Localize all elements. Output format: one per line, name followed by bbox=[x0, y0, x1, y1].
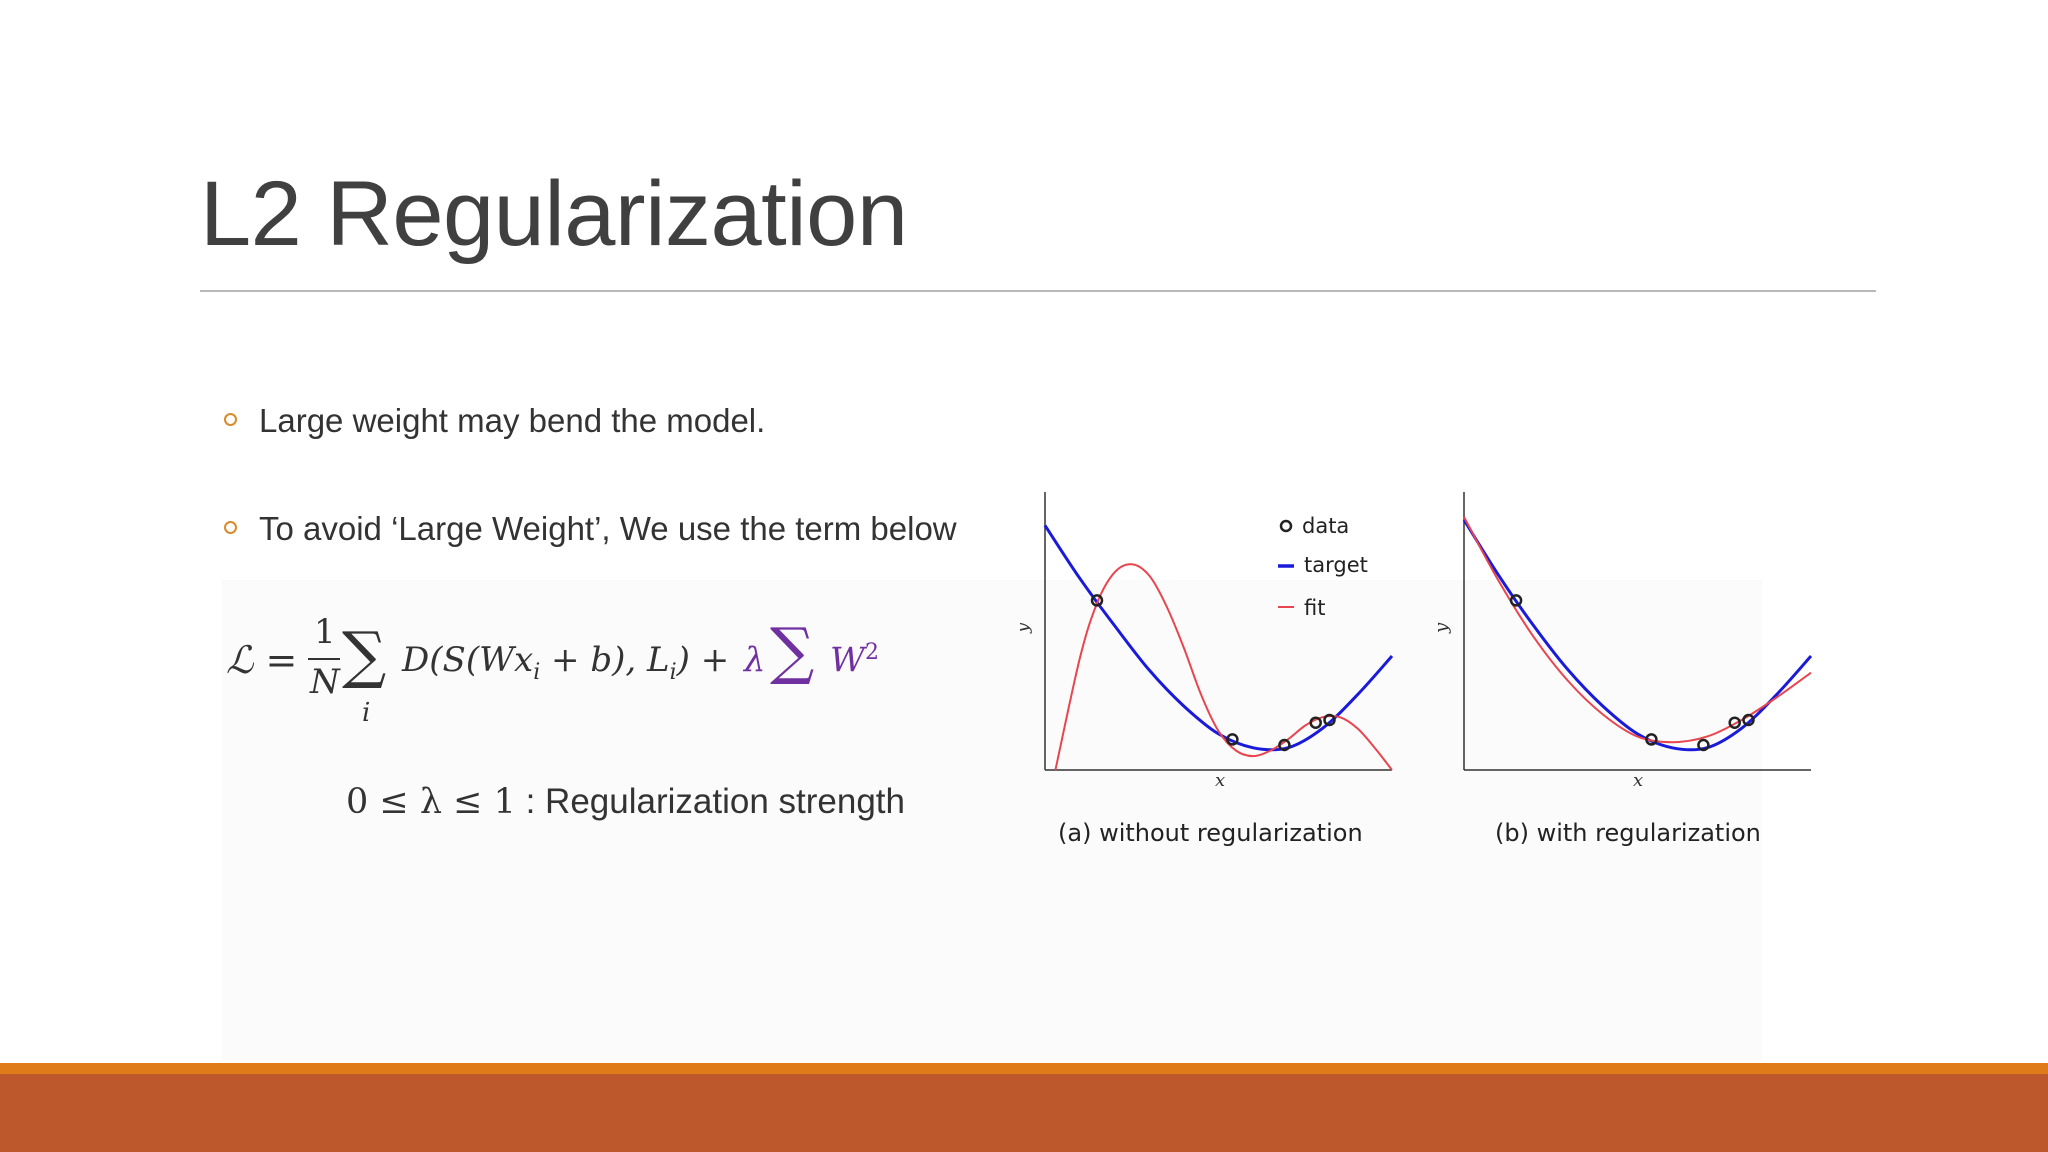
bullet-ring-icon bbox=[224, 520, 237, 534]
panel-b-data-point-1 bbox=[1509, 594, 1523, 607]
panel-b-data-point-4 bbox=[1728, 716, 1741, 729]
panel-b-caption: (b) with regularization bbox=[1495, 819, 1761, 847]
panel-b-data-point-5 bbox=[1742, 713, 1755, 727]
panel-b-fit-line bbox=[1463, 516, 1812, 744]
title-divider bbox=[200, 290, 1876, 292]
panel-a-data-point-2 bbox=[1226, 733, 1239, 746]
content-panel bbox=[222, 580, 1762, 1060]
loss-formula: ℒ = 1 N ∑ i D(S(Wxi + b), Li) + λ ∑ W2 bbox=[224, 612, 924, 742]
formula-sum-index: i bbox=[362, 698, 371, 728]
formula-denominator: N bbox=[310, 662, 340, 702]
panel-b-target-line bbox=[1462, 519, 1813, 752]
lambda-range-math: 0 ≤ λ ≤ 1 bbox=[346, 782, 516, 822]
legend-data-label: data bbox=[1302, 514, 1349, 538]
bullet-ring-icon bbox=[224, 412, 237, 426]
lambda-range-line: 0 ≤ λ ≤ 1 : Regularization strength bbox=[346, 782, 905, 822]
panel-b-y-label: y bbox=[1431, 622, 1452, 634]
formula-lhs: ℒ = bbox=[226, 638, 298, 682]
panel-a-data-point-1 bbox=[1090, 594, 1104, 607]
legend-fit-label: fit bbox=[1304, 596, 1325, 620]
regularization-comparison-charts: y x data target fit (a) without regulari… bbox=[1020, 492, 1813, 847]
footer-bar bbox=[0, 1074, 2048, 1152]
bullet-text-2: To avoid ‘Large Weight’, We use the term… bbox=[259, 510, 957, 547]
panel-a-data-point-3 bbox=[1278, 738, 1291, 752]
panel-a-y-label: y bbox=[1020, 622, 1033, 634]
fraction-bar bbox=[308, 658, 340, 660]
panel-b-data-points bbox=[1509, 594, 1755, 752]
bullet-text-1: Large weight may bend the model. bbox=[259, 402, 766, 439]
panel-a-data-point-4 bbox=[1309, 716, 1322, 729]
legend-data-icon bbox=[1279, 519, 1293, 533]
lambda-range-text: : Regularization strength bbox=[515, 782, 905, 821]
formula-reg-sum: ∑ bbox=[770, 614, 815, 687]
panel-a-data-point-5 bbox=[1323, 713, 1336, 727]
formula-numerator: 1 bbox=[314, 612, 336, 652]
panel-a-target-line bbox=[1043, 524, 1394, 752]
panel-b-x-label: x bbox=[1633, 770, 1643, 791]
panel-a-caption: (a) without regularization bbox=[1058, 819, 1363, 847]
chart-panel-b: y x (b) with regularization bbox=[1431, 492, 1813, 847]
panel-a-data-points bbox=[1090, 594, 1336, 752]
bullet-item-2: To avoid ‘Large Weight’, We use the term… bbox=[224, 510, 957, 548]
chart-panel-a: y x data target fit (a) without regulari… bbox=[1020, 492, 1394, 847]
panel-b-data-point-3 bbox=[1697, 738, 1710, 752]
footer-accent-bar bbox=[0, 1063, 2048, 1074]
formula-sum-symbol: ∑ bbox=[342, 618, 387, 691]
slide-title: L2 Regularization bbox=[200, 163, 908, 265]
panel-a-x-label: x bbox=[1215, 770, 1225, 791]
legend-target-label: target bbox=[1304, 553, 1368, 577]
panel-a-fit-line bbox=[1054, 563, 1393, 771]
formula-body: D(S(Wxi + b), Li) + bbox=[402, 640, 730, 685]
panel-b-data-point-2 bbox=[1645, 733, 1658, 746]
formula-lambda: λ bbox=[744, 640, 766, 680]
formula-reg-term: W2 bbox=[830, 640, 879, 681]
bullet-item-1: Large weight may bend the model. bbox=[224, 402, 765, 440]
